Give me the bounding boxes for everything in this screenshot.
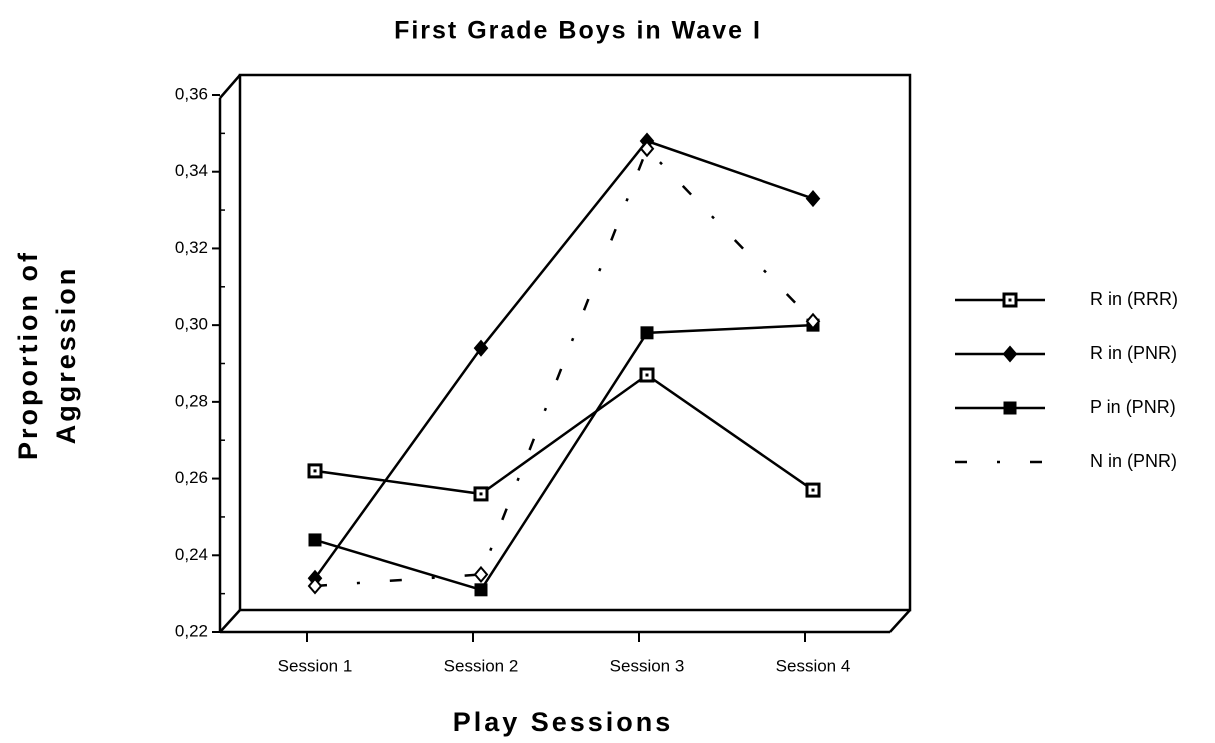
marker-dot [479, 492, 483, 496]
marker [1002, 345, 1018, 363]
marker [308, 533, 322, 547]
series-line [314, 373, 814, 496]
x-tick-label: Session 3 [610, 656, 685, 675]
y-tick-label: 0,26 [175, 468, 208, 487]
marker [639, 140, 655, 158]
marker [805, 312, 821, 330]
series-line [313, 139, 814, 580]
legend-label: R in (PNR) [1090, 343, 1177, 363]
y-tick-label: 0,36 [175, 84, 208, 103]
x-tick-label: Session 1 [278, 656, 353, 675]
marker-dot [811, 488, 815, 492]
y-tick-label: 0,30 [175, 315, 208, 334]
marker [473, 565, 489, 584]
x-axis-title: Play Sessions [453, 707, 674, 737]
y-tick-label: 0,22 [175, 621, 208, 640]
x-tick-label: Session 2 [444, 656, 519, 675]
legend-label: R in (RRR) [1090, 289, 1178, 309]
marker-dot [645, 373, 649, 377]
y-axis-title: Aggression [51, 266, 81, 445]
y-tick-label: 0,28 [175, 391, 208, 410]
series-line [314, 146, 814, 588]
plot-frame [218, 73, 912, 634]
y-tick-label: 0,32 [175, 238, 208, 257]
marker [474, 583, 488, 597]
series-line [314, 323, 814, 592]
marker [805, 190, 821, 208]
marker [473, 339, 489, 357]
chart-title: First Grade Boys in Wave I [394, 17, 762, 45]
legend-label: P in (PNR) [1090, 397, 1176, 417]
marker [1003, 401, 1017, 415]
y-tick-label: 0,24 [175, 545, 208, 564]
legend-label: N in (PNR) [1090, 451, 1177, 471]
x-tick-label: Session 4 [776, 656, 851, 675]
y-tick-label: 0,34 [175, 161, 208, 180]
marker [307, 577, 323, 595]
marker-dot [313, 469, 317, 473]
marker [640, 326, 654, 340]
marker-dot [1008, 298, 1012, 302]
y-axis-title: Proportion of [13, 250, 43, 460]
